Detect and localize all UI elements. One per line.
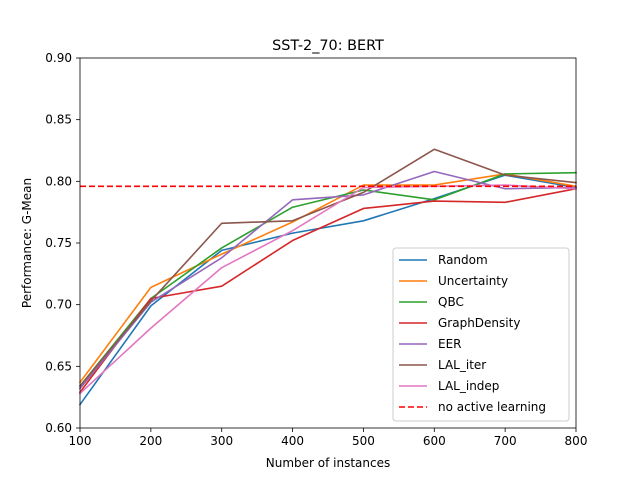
legend-label-qbc: QBC [438, 295, 464, 309]
x-axis-label: Number of instances [266, 456, 391, 470]
x-tick-label: 500 [352, 434, 375, 448]
legend-label-random: Random [438, 253, 488, 267]
legend-label-uncertainty: Uncertainty [438, 274, 508, 288]
legend-box [392, 247, 570, 422]
x-tick-label: 700 [494, 434, 517, 448]
x-tick-label: 100 [69, 434, 92, 448]
legend-label-lal-indep: LAL_indep [438, 379, 499, 393]
y-axis-label: Performance: G-Mean [20, 178, 34, 308]
x-tick-label: 400 [281, 434, 304, 448]
legend-label-eer: EER [438, 337, 462, 351]
y-axis-ticks: 0.60 0.65 0.70 0.75 0.80 0.85 0.90 [45, 51, 80, 435]
series-line-uncertainty [78, 173, 577, 384]
chart-title: SST-2_70: BERT [272, 38, 384, 54]
x-tick-label: 800 [565, 434, 588, 448]
series-line-graphdensity [78, 187, 577, 394]
y-tick-label: 0.80 [45, 174, 72, 188]
x-tick-label: 300 [210, 434, 233, 448]
series-line-lal-indep [78, 184, 577, 395]
y-tick-label: 0.60 [45, 421, 72, 435]
x-tick-label: 600 [423, 434, 446, 448]
series-line-lal-iter [78, 148, 577, 388]
x-axis-ticks: 100 200 300 400 500 600 700 800 [69, 428, 588, 448]
series-layer [78, 148, 577, 406]
y-tick-label: 0.70 [45, 298, 72, 312]
y-tick-label: 0.65 [45, 359, 72, 373]
legend-label-lal-iter: LAL_iter [438, 358, 486, 372]
y-tick-label: 0.85 [45, 113, 72, 127]
legend: Random Uncertainty QBC GraphDensity EER LAL_i… [392, 247, 570, 422]
legend-label-no-active-learning: no active learning [438, 400, 546, 414]
series-line-qbc [78, 171, 577, 388]
plot-area: 100 200 300 400 500 600 700 800 0.60 0.65 0.70 0.7… [45, 51, 587, 448]
y-tick-label: 0.75 [45, 236, 72, 250]
y-tick-label: 0.90 [45, 51, 72, 65]
legend-label-graphdensity: GraphDensity [438, 316, 520, 330]
x-tick-label: 200 [139, 434, 162, 448]
